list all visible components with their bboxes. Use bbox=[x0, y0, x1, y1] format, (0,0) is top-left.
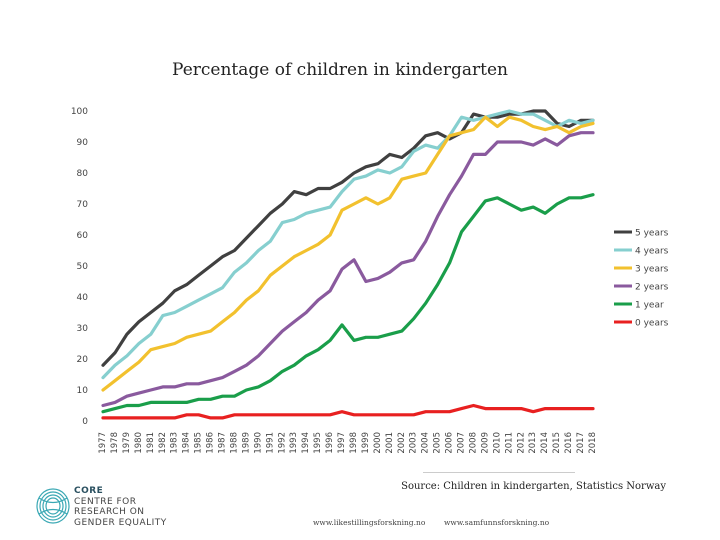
x-tick-label: 2014 bbox=[540, 432, 550, 454]
legend-label: 4 years bbox=[635, 247, 669, 257]
y-tick-label: 80 bbox=[77, 169, 89, 179]
logo-line-4: GENDER EQUALITY bbox=[74, 517, 167, 528]
x-tick-label: 2017 bbox=[576, 432, 586, 454]
series-line-4 bbox=[101, 193, 595, 414]
y-axis-ticks: 0 10 20 30 40 50 60 70 80 90 100 bbox=[71, 107, 88, 427]
x-tick-label: 1979 bbox=[122, 432, 132, 454]
y-tick-label: 90 bbox=[77, 138, 89, 148]
x-tick-label: 2002 bbox=[397, 432, 407, 454]
x-tick-label: 1999 bbox=[361, 432, 371, 454]
x-tick-label: 1989 bbox=[241, 432, 251, 454]
x-tick-label: 1998 bbox=[349, 432, 359, 454]
x-tick-label: 2010 bbox=[492, 432, 502, 454]
x-tick-label: 1986 bbox=[206, 432, 216, 454]
x-tick-label: 1997 bbox=[337, 432, 347, 454]
y-tick-label: 100 bbox=[71, 107, 88, 117]
x-tick-label: 2018 bbox=[588, 432, 598, 454]
x-tick-label: 2012 bbox=[516, 432, 526, 454]
x-tick-label: 1984 bbox=[182, 432, 192, 454]
x-tick-label: 2006 bbox=[445, 432, 455, 454]
y-tick-label: 50 bbox=[77, 262, 89, 272]
legend-label: 0 years bbox=[635, 319, 669, 329]
source-note: Source: Children in kindergarten, Statis… bbox=[401, 481, 666, 492]
y-tick-label: 30 bbox=[77, 324, 89, 334]
series-line-5 bbox=[101, 403, 595, 420]
x-tick-label: 2009 bbox=[480, 432, 490, 454]
x-tick-label: 2008 bbox=[468, 432, 478, 454]
series-lines bbox=[101, 109, 595, 420]
x-tick-label: 2011 bbox=[504, 432, 514, 454]
url-samfunn[interactable]: www.samfunnsforskning.no bbox=[444, 518, 550, 527]
series-line-2 bbox=[101, 115, 595, 392]
x-tick-label: 1977 bbox=[98, 432, 108, 454]
x-tick-label: 1990 bbox=[253, 432, 263, 454]
x-tick-label: 1988 bbox=[229, 432, 239, 454]
x-axis-ticks: 1977 1978 1979 1980 1981 1982 1983 1984 1985 1986… bbox=[98, 432, 598, 454]
x-tick-label: 2015 bbox=[552, 432, 562, 454]
series-line-0 bbox=[101, 109, 595, 367]
x-tick-label: 1993 bbox=[289, 432, 299, 454]
x-tick-label: 1991 bbox=[265, 432, 275, 454]
x-tick-label: 2016 bbox=[564, 432, 574, 454]
x-tick-label: 2005 bbox=[433, 432, 443, 454]
logo-core: CORE bbox=[74, 486, 104, 496]
x-tick-label: 2004 bbox=[421, 432, 431, 454]
legend: 5 years 4 years 3 years 2 years 1 year 0 year… bbox=[614, 229, 669, 329]
logo-text: CORE CENTRE FOR RESEARCH ON GENDER EQUAL… bbox=[74, 486, 167, 528]
core-logo: CORE CENTRE FOR RESEARCH ON GENDER EQUAL… bbox=[34, 484, 184, 530]
x-tick-label: 2013 bbox=[528, 432, 538, 454]
y-tick-label: 10 bbox=[77, 386, 89, 396]
series-line-1 bbox=[101, 109, 595, 380]
x-tick-label: 1995 bbox=[313, 432, 323, 454]
series-line-3 bbox=[101, 131, 595, 408]
x-tick-label: 2001 bbox=[385, 432, 395, 454]
y-tick-label: 20 bbox=[77, 355, 89, 365]
url-likestilling[interactable]: www.likestillingsforskning.no bbox=[313, 518, 426, 527]
x-tick-label: 1978 bbox=[110, 432, 120, 454]
x-tick-label: 2003 bbox=[409, 432, 419, 454]
x-tick-label: 1987 bbox=[218, 432, 228, 454]
logo-line-3: RESEARCH ON bbox=[74, 507, 145, 517]
x-tick-label: 1985 bbox=[194, 432, 204, 454]
y-tick-label: 40 bbox=[77, 293, 89, 303]
legend-label: 3 years bbox=[635, 265, 669, 275]
x-tick-label: 1992 bbox=[277, 432, 287, 454]
y-tick-label: 70 bbox=[77, 200, 89, 210]
logo-line-2: CENTRE FOR bbox=[74, 496, 137, 507]
legend-label: 1 year bbox=[635, 301, 664, 311]
x-tick-label: 1981 bbox=[146, 432, 156, 454]
x-tick-label: 2007 bbox=[457, 432, 467, 454]
chart-title: Percentage of children in kindergarten bbox=[172, 60, 508, 80]
x-tick-label: 1980 bbox=[134, 432, 144, 454]
core-logo-mark-icon bbox=[36, 488, 70, 524]
legend-label: 2 years bbox=[635, 283, 669, 293]
x-tick-label: 1982 bbox=[158, 432, 168, 454]
x-tick-label: 1983 bbox=[170, 432, 180, 454]
x-tick-label: 2000 bbox=[373, 432, 383, 454]
source-divider bbox=[423, 472, 575, 473]
x-tick-label: 1996 bbox=[325, 432, 335, 454]
y-tick-label: 0 bbox=[82, 417, 88, 427]
y-tick-label: 60 bbox=[77, 231, 89, 241]
legend-label: 5 years bbox=[635, 229, 669, 239]
x-tick-label: 1994 bbox=[301, 432, 311, 454]
